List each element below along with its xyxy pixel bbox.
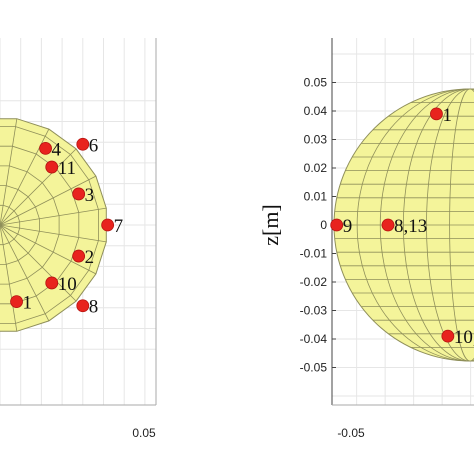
sphere-ring — [0, 185, 40, 265]
sphere-spoke — [0, 224, 18, 332]
y-tick-label: -0.01 — [300, 247, 328, 261]
data-point — [45, 276, 59, 290]
x-tick-label: 0.05 — [132, 426, 156, 440]
sphere-spoke — [0, 148, 77, 226]
right-panel: -0.05 0.05 0.04 0.03 0.02 0.01 0 -0.01 -0.02 -0.0… — [258, 38, 474, 440]
sphere-spoke — [0, 118, 18, 226]
data-point — [381, 218, 395, 232]
sphere-spoke — [0, 175, 97, 226]
data-point — [430, 107, 443, 121]
sphere-spoke — [0, 207, 107, 226]
y-tick-label: 0.05 — [304, 76, 328, 90]
point-label: 7 — [114, 216, 124, 237]
data-point — [72, 249, 86, 263]
point-label: 2 — [85, 247, 95, 268]
sphere-ring — [0, 204, 21, 246]
data-point — [10, 295, 23, 308]
y-tick-label: 0.03 — [304, 133, 328, 147]
point-label: 1 — [23, 293, 32, 314]
data-point — [330, 218, 344, 232]
data-point — [441, 329, 455, 343]
point-label: 3 — [85, 185, 95, 206]
data-point — [39, 142, 52, 155]
data-point — [76, 137, 90, 151]
sphere-spoke — [0, 224, 97, 275]
sphere-ring — [0, 126, 99, 324]
sphere-spoke — [0, 224, 50, 322]
x-tick-label: -0.05 — [337, 426, 365, 440]
y-tick-label: -0.04 — [300, 332, 328, 346]
y-tick-label: -0.05 — [300, 361, 328, 375]
point-label: 4 — [52, 139, 62, 160]
sphere-spoke — [0, 224, 77, 302]
point-label: 10,1 — [454, 327, 474, 348]
point-label: 8 — [89, 297, 99, 318]
data-point — [72, 187, 86, 201]
point-label: 10 — [58, 274, 77, 295]
data-point — [76, 299, 90, 313]
y-tick-label: 0.04 — [304, 104, 328, 118]
y-tick-label: 0.01 — [304, 190, 328, 204]
left-panel: 0.05 4 6 11 372 10 1 8 — [0, 38, 157, 440]
y-tick-label: 0.02 — [304, 161, 328, 175]
point-label: 9 — [343, 216, 353, 237]
point-label: 6 — [89, 135, 99, 156]
y-tick-label: -0.03 — [300, 304, 328, 318]
y-tick-label: -0.02 — [300, 275, 328, 289]
data-point — [101, 218, 115, 232]
point-label: 8,13 — [394, 216, 427, 237]
sphere-spoke — [0, 224, 107, 243]
y-tick-label: 0 — [320, 218, 327, 232]
point-label: 11 — [58, 158, 76, 179]
y-axis-label: z[m] — [258, 204, 283, 246]
data-point — [45, 160, 59, 174]
point-label: 1 — [442, 105, 452, 126]
sphere-ring — [0, 165, 60, 285]
